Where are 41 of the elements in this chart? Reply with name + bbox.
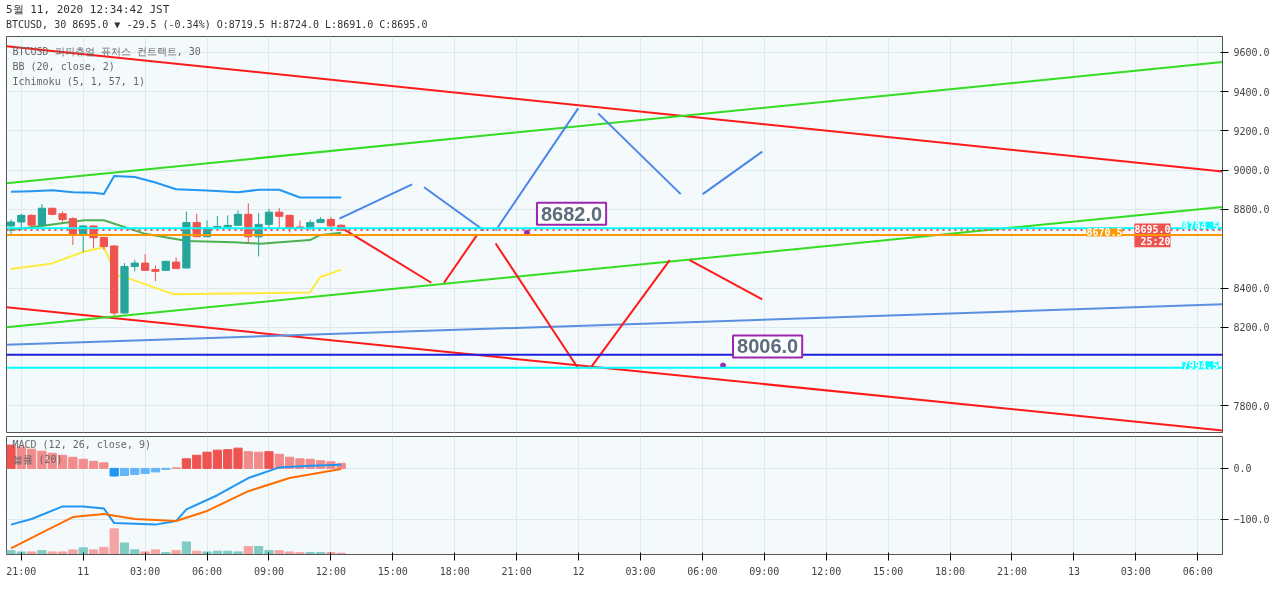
y-tick-label: 8200.0	[1233, 322, 1270, 334]
y-tick-label: −100.0	[1233, 514, 1270, 526]
chart-subtitle: BTCUSD, 30 8695.0 ▼ -29.5 (-0.34%) O:8719.5 H:8724.0 L:8691.0 C:8695.0	[6, 17, 428, 32]
y-tick-label: 9000.0	[1233, 165, 1270, 177]
x-tick-label: 12:00	[811, 565, 842, 577]
x-tick-label: 18:00	[935, 565, 966, 577]
annotation: 8006.0	[737, 335, 799, 358]
x-tick-label: 12:00	[315, 565, 346, 577]
x-tick-label: 21:00	[6, 565, 37, 577]
x-tick-label: 11	[77, 565, 90, 577]
x-tick-label: 09:00	[253, 565, 285, 577]
chart-title: 5월 11, 2020 12:34:42 JST	[6, 2, 170, 18]
annotation: 8682.0	[540, 202, 603, 225]
y-tick-label: 9600.0	[1233, 47, 1270, 59]
y-tick-label: 9400.0	[1233, 86, 1270, 98]
x-tick-label: 06:00	[191, 565, 223, 577]
annotation: BB (20, close, 2)	[12, 60, 115, 72]
x-tick-label: 13	[1067, 565, 1080, 577]
x-tick-label: 06:00	[687, 565, 718, 577]
x-tick-label: 09:00	[749, 565, 780, 577]
x-tick-label: 15:00	[873, 565, 904, 577]
x-tick-label: 18:00	[439, 565, 470, 577]
ref-line-label: 8704.5	[1182, 220, 1219, 232]
x-tick-label: 03:00	[130, 565, 161, 577]
annotation: Ichimoku (5, 1, 57, 1)	[12, 75, 145, 87]
x-tick-label: 03:00	[625, 565, 656, 577]
y-tick-label: 8400.0	[1233, 283, 1270, 295]
x-tick-label: 21:00	[996, 565, 1028, 577]
ref-line-label: 8670.5	[1086, 227, 1123, 239]
ref-line-label: 7994.5	[1182, 360, 1219, 372]
x-tick-label: 15:00	[377, 565, 408, 577]
y-tick-label: 0.0	[1233, 463, 1252, 475]
y-tick-label: 7800.0	[1233, 400, 1270, 412]
x-tick-label: 12	[572, 565, 585, 577]
y-tick-label: 9200.0	[1233, 125, 1270, 137]
y-tick-label: 8800.0	[1233, 204, 1270, 216]
x-tick-label: 03:00	[1120, 565, 1151, 577]
annotation: MACD (12, 26, close, 9)	[12, 438, 151, 450]
x-tick-label: 06:00	[1182, 565, 1213, 577]
ref-line-label: 8695.0 25:20	[1134, 223, 1171, 248]
x-tick-label: 21:00	[501, 565, 532, 577]
